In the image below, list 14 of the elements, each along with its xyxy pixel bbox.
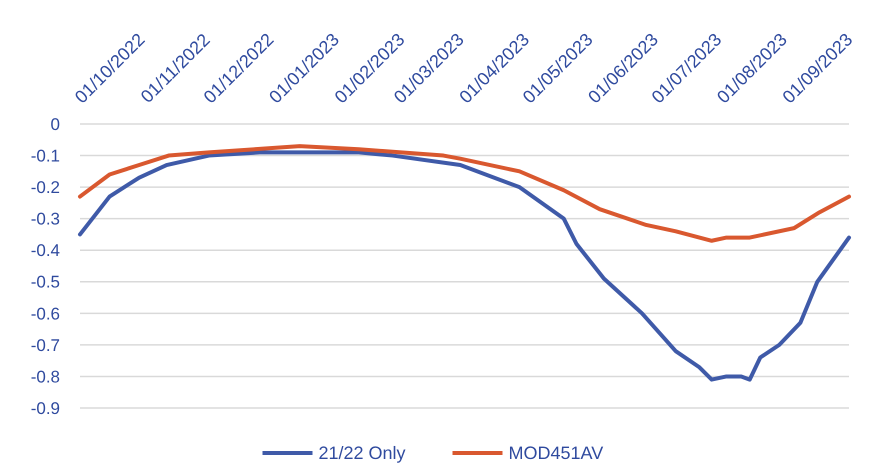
y-tick-label: -0.1 [30,146,60,166]
y-tick-label: -0.8 [30,367,60,386]
y-tick-label: -0.5 [30,272,60,292]
line-series [78,144,851,243]
y-tick-label: -0.7 [30,336,60,355]
y-tick-label: 0 [50,114,60,134]
y-tick-label: -0.4 [30,241,60,260]
legend-label: 21/22 Only [318,443,406,463]
y-tick-label: -0.2 [30,178,60,198]
y-tick-label: -0.6 [30,304,60,324]
line-series [78,150,851,382]
y-tick-label: -0.3 [30,210,60,229]
legend-label: MOD451AV [508,443,604,463]
y-tick-label: -0.9 [30,398,60,418]
